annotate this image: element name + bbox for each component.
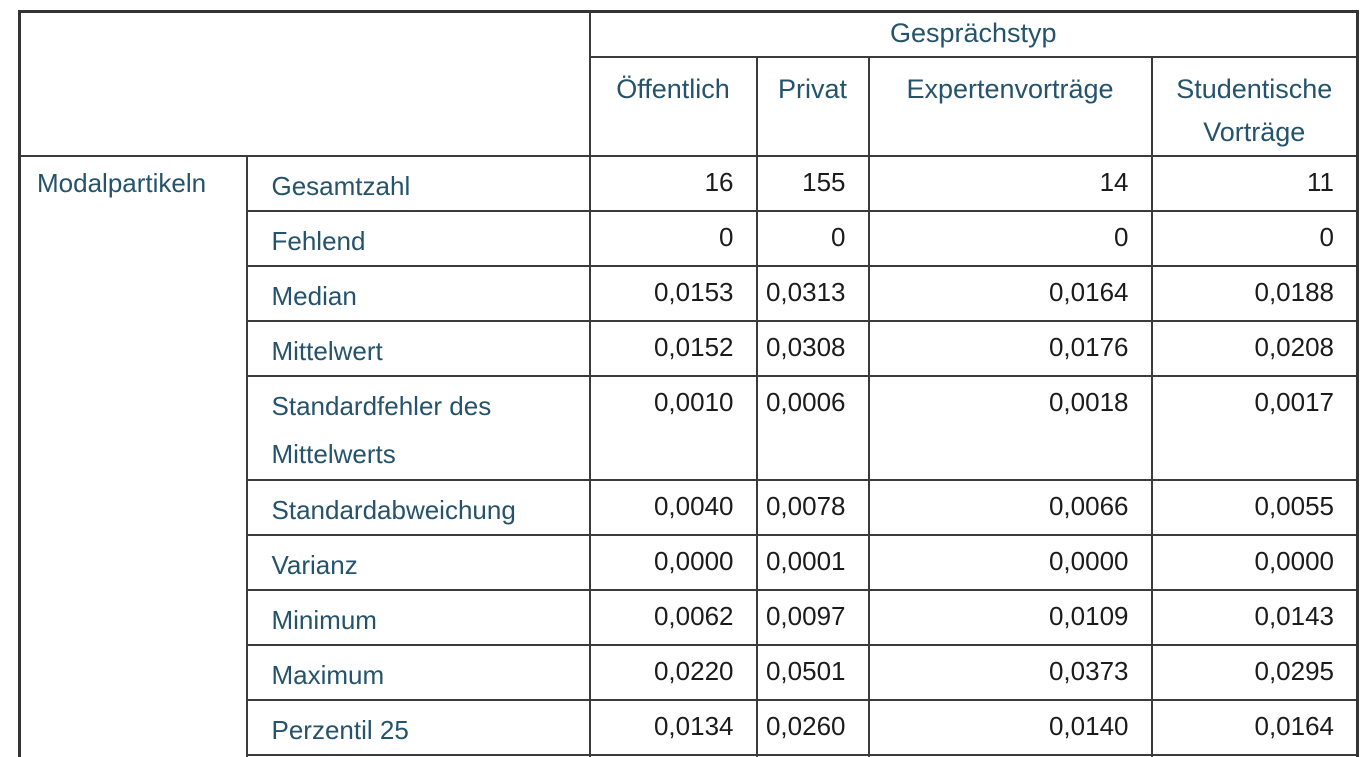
value-cell: 0,0176 [867,320,1153,378]
stat-label-cell: Perzentil 25 [245,698,591,757]
value-cell: 0,0055 [1150,478,1359,536]
value-cell: 0,0348 [755,754,870,757]
stat-label-cell: Varianz [245,533,591,591]
stat-label-cell: Median [245,265,591,323]
group-header-cell: Gesprächstyp [588,10,1359,58]
header-row-columns: Öffentlich Privat Expertenvorträge Stude… [20,55,1359,157]
value-cell: 0,0018 [867,375,1153,481]
value-cell: 0,0174 [588,754,758,757]
header-row-group: Gesprächstyp [18,10,1359,157]
value-cell: 0,0208 [1150,320,1359,378]
value-cell: 0,0295 [1150,643,1359,701]
value-cell: 0,0000 [867,533,1153,591]
value-cell: 0,0153 [588,265,758,323]
value-cell: 0,0040 [588,478,758,536]
stat-label-cell: Standardfehler des Mittelwerts [245,375,591,481]
value-cell: 0 [867,210,1153,268]
value-cell: 0,0164 [867,265,1153,323]
value-cell: 0,0006 [755,375,870,481]
value-cell: 14 [867,154,1153,213]
value-cell: 0,0001 [755,533,870,591]
value-cell: 0,0501 [755,643,870,701]
value-cell: 0,0010 [588,375,758,481]
table-row: Varianz 0,0000 0,0001 0,0000 0,0000 [20,533,1359,591]
stat-label-cell: Mittelwert [245,320,591,378]
value-cell: 0,0140 [867,698,1153,757]
col-header-studentische-vortraege: Studentische Vorträge [1150,55,1359,157]
value-cell: 0 [588,210,758,268]
value-cell: 0,0062 [588,588,758,646]
value-cell: 0,0017 [1150,375,1359,481]
value-cell: 0,0000 [1150,533,1359,591]
table-row: Modalpartikeln Gesamtzahl 16 155 14 11 [18,154,1359,757]
value-cell: 0,0308 [755,320,870,378]
value-cell: 0,0000 [588,533,758,591]
value-cell: 0 [1150,210,1359,268]
value-cell: 0 [755,210,870,268]
value-cell: 0,0373 [867,643,1153,701]
value-cell: 0,0109 [867,588,1153,646]
value-cell: 0,0134 [588,698,758,757]
value-cell: 11 [1150,154,1359,213]
col-header-oeffentlich: Öffentlich [588,55,758,157]
value-cell: 0,0164 [1150,698,1359,757]
stat-label-cell: Perzentil 75 [245,754,591,757]
stat-label-cell: Minimum [245,588,591,646]
value-cell: 0,0097 [755,588,870,646]
table-row: Perzentil 75 0,0174 0,0348 0,0206 0,0263 [20,754,1359,757]
value-cell: 0,0260 [755,698,870,757]
stat-label-cell: Gesamtzahl [245,154,591,213]
table-row: Standardfehler des Mittelwerts 0,0010 0,… [20,375,1359,481]
value-cell: 0,0263 [1150,754,1359,757]
table-row: Median 0,0153 0,0313 0,0164 0,0188 [20,265,1359,323]
stat-label-cell: Maximum [245,643,591,701]
col-header-privat: Privat [755,55,870,157]
value-cell: 0,0066 [867,478,1153,536]
table-row: Minimum 0,0062 0,0097 0,0109 0,0143 [20,588,1359,646]
statistics-table: Gesprächstyp Öffentlich Privat Expertenv… [18,10,1360,757]
value-cell: 0,0206 [867,754,1153,757]
table-row: Perzentil 25 0,0134 0,0260 0,0140 0,0164 [20,698,1359,757]
col-header-expertenvortraege: Expertenvorträge [867,55,1153,157]
stat-label-cell: Fehlend [245,210,591,268]
corner-cell [18,10,591,157]
value-cell: 0,0078 [755,478,870,536]
value-cell: 16 [588,154,758,213]
value-cell: 0,0313 [755,265,870,323]
value-cell: 155 [755,154,870,213]
value-cell: 0,0188 [1150,265,1359,323]
value-cell: 0,0152 [588,320,758,378]
value-cell: 0,0143 [1150,588,1359,646]
table-row: Maximum 0,0220 0,0501 0,0373 0,0295 [20,643,1359,701]
row-group-cell: Modalpartikeln [18,154,248,757]
table-row: Standardabweichung 0,0040 0,0078 0,0066 … [20,478,1359,536]
table-row: Mittelwert 0,0152 0,0308 0,0176 0,0208 [20,320,1359,378]
table-row: Fehlend 0 0 0 0 [20,210,1359,268]
value-cell: 0,0220 [588,643,758,701]
stat-label-cell: Standardabweichung [245,478,591,536]
